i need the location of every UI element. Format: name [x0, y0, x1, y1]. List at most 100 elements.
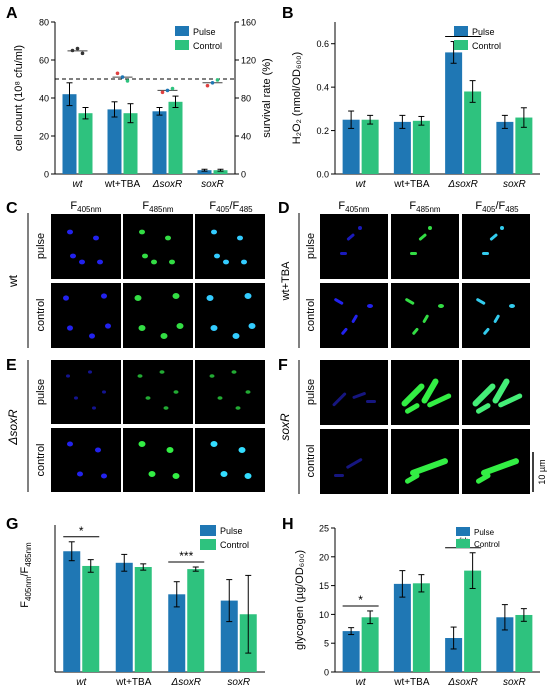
a-legend-control: Control — [193, 41, 222, 51]
f-row-control: control — [305, 444, 317, 477]
e-strain-label: ΔsoxR — [6, 409, 20, 446]
g-errorbar-pulse-2 — [173, 581, 180, 608]
e-row-control: control — [35, 443, 47, 476]
a-legend: Pulse Control — [175, 26, 222, 51]
d-pulse-f485-image — [391, 214, 459, 279]
c-control-ratio-image — [195, 283, 265, 348]
h-bar-pulse-3 — [496, 617, 514, 672]
a-survival-point-1-1 — [120, 75, 125, 79]
a-bar-pulse-1 — [107, 109, 122, 174]
h-bar-control-0 — [361, 617, 379, 672]
h-bar-control-3 — [515, 614, 533, 672]
g-x-label-2: ΔsoxR — [171, 677, 202, 688]
a-x-labels: wt wt+TBA ΔsoxR soxR — [73, 179, 224, 190]
g-errorbar-control-3 — [245, 574, 252, 654]
a-y2-tick-label-4: 160 — [241, 18, 256, 28]
panel-letter-f: F — [278, 357, 288, 374]
g-x-label-3: soxR — [227, 677, 250, 688]
h-legend-pulse: Pulse — [474, 528, 495, 537]
h-bar-pulse-0 — [342, 631, 360, 672]
a-survival-point-2-2 — [170, 86, 175, 91]
panel-letter-b: B — [282, 5, 294, 22]
a-bars — [62, 46, 228, 174]
g-errorbar-pulse-0 — [68, 541, 75, 562]
a-y-tick-label-2: 40 — [39, 94, 49, 104]
a-survival-point-1-0 — [115, 71, 120, 76]
panel-letter-e: E — [6, 357, 17, 374]
h-errorbar-pulse-1 — [399, 570, 406, 598]
h-y-tick-label-5: 25 — [319, 524, 329, 534]
b-bars — [342, 41, 533, 174]
a-x-label-3: soxR — [201, 179, 224, 190]
h-x-label-2: ΔsoxR — [447, 677, 478, 688]
a-survival-point-0-1 — [75, 46, 80, 51]
h-x-labels: wt wt+TBA ΔsoxR soxR — [356, 677, 526, 688]
b-y-ticks: 0.0 0.2 0.4 0.6 — [316, 39, 335, 180]
b-bar-pulse-1 — [393, 121, 411, 174]
a-y-tick-label-4: 80 — [39, 18, 49, 28]
h-errorbar-control-0 — [367, 610, 374, 625]
a-errorbar-control-3 — [217, 168, 224, 172]
a-survival-point-3-2 — [215, 78, 220, 82]
h-legend: Pulse Control — [456, 527, 500, 549]
b-x-label-2: ΔsoxR — [447, 179, 478, 190]
h-legend-swatch-pulse — [456, 527, 470, 536]
e-cells — [66, 370, 252, 479]
d-row-control: control — [305, 298, 317, 331]
a-bar-pulse-2 — [152, 111, 167, 174]
a-errorbar-control-0 — [82, 107, 89, 120]
h-errorbar-pulse-3 — [501, 604, 508, 631]
f-row-pulse: pulse — [305, 379, 317, 405]
g-legend-pulse: Pulse — [220, 526, 243, 536]
g-legend-swatch-control — [200, 539, 216, 550]
a-y2-ticks: 0 40 80 120 160 — [235, 18, 256, 180]
micrograph-c: C wt pulse control F405nm F485nm F405/F4… — [6, 200, 265, 348]
a-bar-pulse-0 — [62, 94, 77, 174]
a-y-tick-label-3: 60 — [39, 56, 49, 66]
a-errorbar-pulse-3 — [201, 168, 208, 172]
f-pulse-f405-image — [320, 360, 388, 425]
a-survival-point-0-0 — [70, 48, 75, 53]
panel-letter-h: H — [282, 516, 294, 533]
a-bar-pulse-3 — [197, 170, 212, 174]
h-y-tick-label-1: 5 — [324, 639, 329, 649]
panel-letter-c: C — [6, 200, 18, 217]
a-legend-swatch-pulse — [175, 26, 189, 36]
g-legend: Pulse Control — [200, 525, 249, 550]
h-errorbar-control-3 — [520, 608, 527, 622]
a-errorbar-pulse-0 — [66, 82, 73, 107]
c-row-pulse: pulse — [35, 233, 47, 259]
d-cells — [334, 226, 515, 335]
d-control-ratio-image — [462, 283, 530, 348]
f-pulse-f485-image — [391, 360, 459, 425]
h-legend-swatch-control — [456, 539, 470, 548]
b-errorbar-control-1 — [418, 115, 425, 126]
panel-letter-d: D — [278, 200, 290, 217]
micrograph-e: E ΔsoxR pulse control — [6, 357, 265, 492]
a-y-tick-label-0: 0 — [44, 170, 49, 180]
a-x-label-0: wt — [73, 179, 84, 190]
h-y-tick-label-3: 15 — [319, 581, 329, 591]
h-x-label-3: soxR — [503, 677, 526, 688]
h-bar-pulse-2 — [445, 638, 463, 672]
a-survival-point-2-0 — [160, 90, 165, 95]
a-y-ticks: 0 20 40 60 80 — [39, 18, 55, 180]
b-bar-pulse-0 — [342, 119, 360, 174]
f-control-ratio-image — [462, 429, 530, 494]
a-legend-swatch-control — [175, 40, 189, 50]
g-bar-control-0 — [82, 565, 100, 672]
b-legend-swatch-pulse — [454, 26, 468, 36]
a-bar-control-2 — [168, 101, 183, 174]
f-strain-label: soxR — [278, 413, 292, 441]
d-row-pulse: pulse — [305, 233, 317, 259]
a-errorbar-control-2 — [172, 95, 179, 108]
g-errorbar-control-1 — [140, 563, 147, 571]
g-errorbar-pulse-3 — [226, 579, 233, 623]
d-control-f485-image — [391, 283, 459, 348]
b-bar-control-1 — [412, 120, 430, 174]
b-errorbar-control-0 — [367, 114, 374, 125]
e-row-pulse: pulse — [35, 379, 47, 405]
h-errorbar-pulse-0 — [348, 627, 355, 636]
g-x-label-0: wt — [76, 677, 87, 688]
h-errorbar-pulse-2 — [450, 626, 457, 650]
